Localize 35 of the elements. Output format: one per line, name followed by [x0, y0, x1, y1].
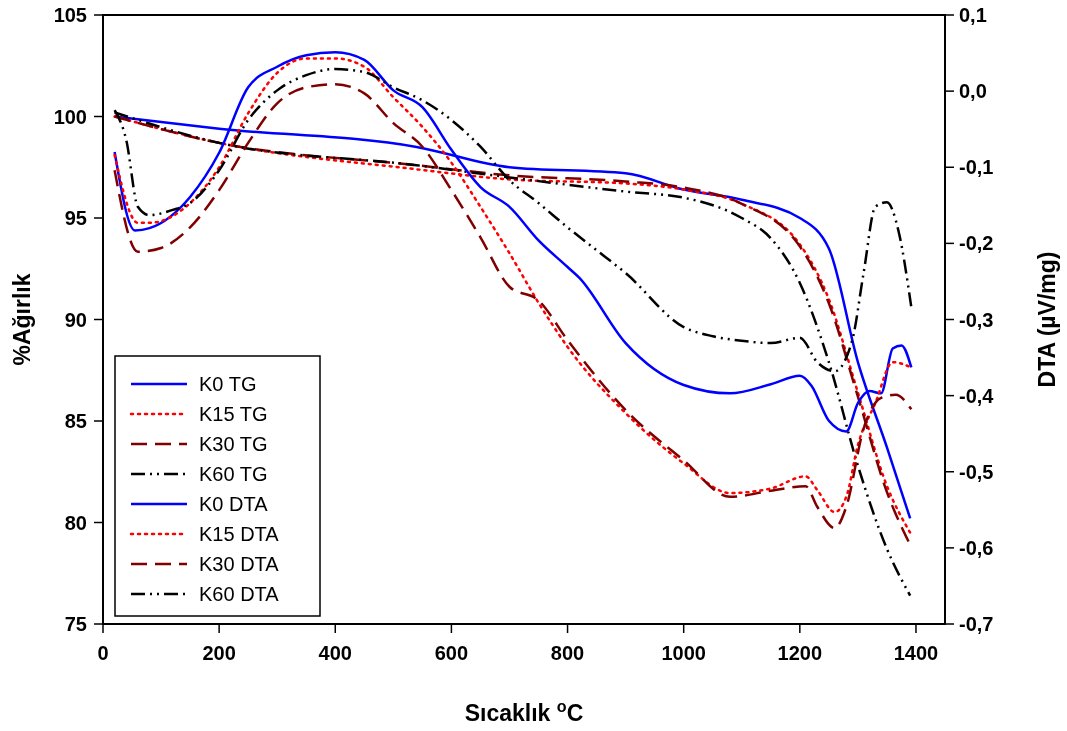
y-tick-label: 95	[64, 207, 87, 229]
legend-label: K60 TG	[199, 463, 268, 485]
x-axis-title: Sıcaklık $^{o}$C	[464, 697, 584, 726]
x-tick-label: 800	[550, 642, 585, 664]
y-axis-title: %Ağırlık	[9, 273, 35, 366]
legend-label: K15 TG	[199, 403, 268, 425]
y-tick-label: 85	[64, 410, 87, 432]
x-tick-label: 0	[97, 642, 109, 664]
legend-label: K30 TG	[199, 433, 268, 455]
y2-tick-label: -0,7	[959, 613, 994, 635]
y2-tick-label: 0,0	[959, 80, 987, 103]
legend-label: K0 DTA	[199, 493, 269, 515]
legend-label: K15 DTA	[199, 523, 280, 545]
y2-tick-label: -0,5	[959, 460, 994, 483]
x-tick-label: 1400	[893, 642, 939, 664]
y2-tick-label: -0,6	[959, 536, 994, 559]
x-tick-label: 200	[202, 642, 236, 664]
x-tick-label: 1200	[777, 642, 823, 664]
y2-tick-label: -0,1	[959, 156, 994, 179]
x-tick-label: 1000	[661, 642, 706, 664]
legend-label: K30 DTA	[199, 553, 280, 575]
y2-tick-label: -0,4	[959, 384, 995, 407]
y-tick-label: 90	[64, 308, 87, 331]
x-tick-label: 600	[434, 642, 469, 664]
legend-label: K60 DTA	[199, 583, 280, 605]
x-tick-label: 400	[318, 642, 352, 664]
y-tick-label: 80	[64, 511, 87, 534]
legend-label: K0 TG	[199, 373, 257, 395]
y2-tick-label: -0,2	[959, 232, 994, 255]
y2-tick-label: -0,3	[959, 308, 994, 331]
y-tick-label: 75	[64, 613, 87, 635]
y2-tick-label: 0,1	[959, 4, 987, 26]
y-tick-label: 100	[53, 105, 87, 128]
y-tick-label: 105	[53, 4, 87, 26]
y2-axis-title: DTA (µV/mg)	[1034, 251, 1060, 388]
